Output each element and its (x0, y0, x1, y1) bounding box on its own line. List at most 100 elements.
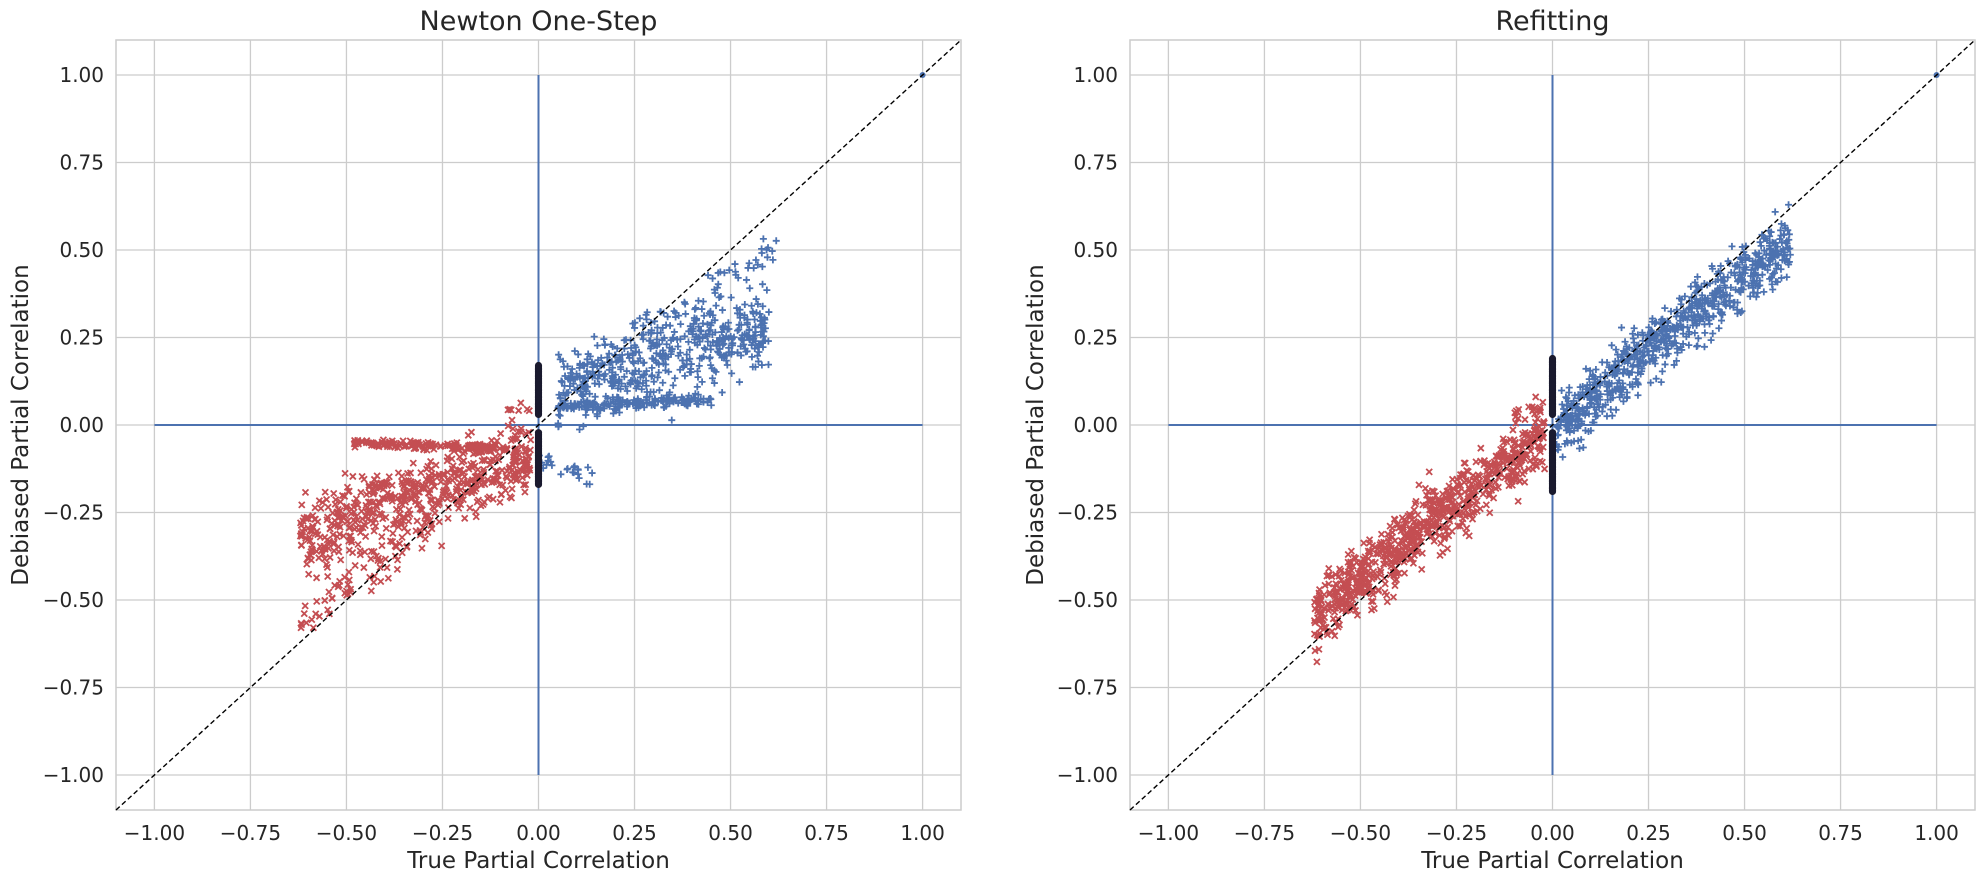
point-negative (1411, 500, 1419, 508)
point-negative (309, 511, 317, 520)
point-positive (698, 305, 706, 313)
point-negative (403, 528, 412, 536)
point-positive (721, 323, 729, 331)
point-negative (442, 482, 450, 490)
point-negative (1486, 509, 1494, 517)
point-positive (1764, 266, 1772, 274)
point-positive (615, 379, 623, 387)
point-positive (1574, 437, 1582, 445)
point-negative (507, 436, 515, 445)
point-negative (409, 459, 417, 467)
point-positive (1579, 383, 1587, 391)
point-positive (680, 298, 688, 306)
point-negative (1514, 405, 1523, 414)
point-positive (752, 256, 760, 264)
point-negative (444, 442, 452, 450)
point-positive (606, 399, 614, 407)
point-negative (1485, 492, 1493, 500)
point-positive (1705, 316, 1713, 324)
plot-panel-2: −1.00 −0.75 −0.50 −0.25 0.00 0.25 0.50 0.75 1.00… (1023, 6, 1976, 874)
point-negative (1368, 558, 1376, 566)
point-negative (309, 624, 317, 632)
point-negative (405, 506, 413, 514)
point-positive (1737, 288, 1745, 296)
x-tick-label: 0.50 (708, 821, 753, 845)
point-positive (1639, 352, 1647, 360)
point-positive (1614, 365, 1622, 373)
point-negative (407, 495, 415, 503)
point-negative (334, 543, 343, 551)
point-negative (1470, 499, 1478, 508)
point-positive (687, 360, 695, 368)
point-positive (728, 335, 736, 343)
point-positive (1638, 365, 1646, 373)
point-negative (381, 495, 389, 503)
point-positive (703, 320, 711, 328)
point-negative (312, 574, 321, 582)
point-positive (700, 353, 708, 361)
point-positive (764, 361, 772, 369)
point-positive (712, 368, 720, 376)
point-negative (511, 468, 519, 476)
point-negative (1533, 415, 1542, 423)
point-negative (1509, 444, 1517, 452)
point-positive (1772, 239, 1780, 247)
point-negative (1415, 481, 1423, 489)
point-negative (492, 467, 500, 475)
point-positive (678, 356, 686, 364)
point-negative (1439, 513, 1448, 521)
point-positive (759, 302, 767, 310)
point-negative (323, 563, 332, 572)
point-negative (457, 466, 465, 474)
point-negative (342, 504, 350, 512)
x-tick-label: −0.25 (412, 821, 473, 845)
point-positive (772, 237, 780, 245)
point-positive (1661, 304, 1669, 312)
point-negative (364, 498, 373, 506)
point-positive (1756, 238, 1764, 246)
point-negative (334, 514, 342, 522)
point-positive (651, 397, 659, 405)
point-negative (1313, 658, 1321, 666)
point-positive (545, 452, 553, 460)
point-negative (1521, 415, 1529, 424)
point-positive (1694, 302, 1702, 310)
point-negative (439, 488, 447, 496)
point-positive (617, 363, 625, 371)
point-negative (345, 568, 353, 576)
point-negative (417, 469, 425, 477)
point-positive (1609, 387, 1617, 395)
point-positive (1629, 361, 1637, 369)
y-tick-label: −0.50 (1057, 588, 1118, 612)
point-negative (1369, 567, 1378, 576)
point-positive (542, 461, 550, 469)
point-positive (752, 295, 760, 303)
point-negative (336, 523, 344, 531)
point-positive (1640, 360, 1648, 368)
point-negative (476, 441, 485, 450)
point-negative (366, 498, 375, 506)
point-negative (1480, 456, 1489, 465)
point-positive (674, 343, 682, 351)
point-positive (718, 306, 726, 314)
point-negative (1417, 538, 1426, 546)
point-positive (1559, 453, 1567, 461)
x-axis-label: True Partial Correlation (406, 848, 670, 874)
point-positive (544, 457, 552, 465)
point-negative (421, 518, 429, 527)
point-negative (450, 468, 458, 477)
point-negative (1521, 431, 1530, 439)
point-negative (1498, 444, 1507, 452)
point-positive (731, 260, 739, 268)
scatter-points (296, 72, 926, 632)
point-negative (1491, 478, 1500, 486)
point-negative (1536, 404, 1544, 412)
point-positive (1724, 257, 1732, 265)
point-positive (576, 426, 584, 434)
point-negative (1400, 543, 1409, 551)
point-positive (1612, 346, 1620, 354)
point-negative (1335, 572, 1343, 580)
point-positive (664, 313, 672, 321)
point-positive (728, 341, 736, 349)
point-positive (667, 336, 675, 344)
